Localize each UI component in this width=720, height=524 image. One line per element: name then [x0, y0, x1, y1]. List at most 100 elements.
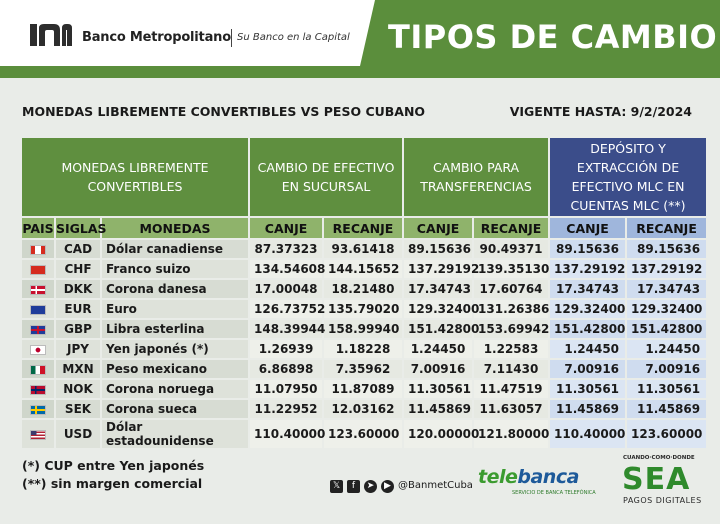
country-flag-cell	[20, 378, 56, 400]
sea-subtitle: PAGOS DIGITALES	[623, 496, 702, 505]
valid-until: VIGENTE HASTA: 9/2/2024	[509, 104, 692, 119]
transfer-buy-rate: 11.30561	[402, 378, 475, 400]
currency-code: USD	[54, 418, 102, 450]
mlc-buy-rate: 11.30561	[548, 378, 628, 400]
currency-name: Corona noruega	[99, 378, 251, 400]
mlc-buy-rate: 89.15636	[548, 238, 628, 260]
mlc-buy-rate: 110.40000	[548, 418, 628, 450]
page-title: TIPOS DE CAMBIO	[388, 18, 718, 56]
bank-logo-icon	[30, 22, 72, 48]
transfer-sell-rate: 7.11430	[472, 358, 551, 380]
mlc-sell-rate: 17.34743	[625, 278, 709, 300]
currency-name: Euro	[99, 298, 251, 320]
transfer-sell-rate: 90.49371	[472, 238, 551, 260]
transfer-sell-rate: 139.35130	[472, 258, 551, 280]
mlc-sell-rate: 7.00916	[625, 358, 709, 380]
transfer-buy-rate: 7.00916	[402, 358, 475, 380]
mlc-sell-rate: 11.45869	[625, 398, 709, 420]
col-header-mlc-sell: RECANJE	[625, 216, 709, 240]
country-flag-cell	[20, 418, 56, 450]
telebanca-part-a: tele	[478, 466, 518, 488]
transfer-sell-rate: 153.69942	[472, 318, 551, 340]
mlc-sell-rate: 1.24450	[625, 338, 709, 360]
table-row: JPY Yen japonés (*) 1.26939 1.18228 1.24450 1…	[20, 338, 709, 360]
usa-flag-icon	[30, 429, 46, 440]
group-header-mlc: DEPÓSITO Y EXTRACCIÓN DE EFECTIVO MLC EN…	[548, 136, 709, 218]
table-row: GBP Libra esterlina 148.39944 158.99940 151.…	[20, 318, 709, 340]
note-no-margin: (**) sin margen comercial	[22, 476, 203, 491]
social-handle[interactable]: @BanmetCuba	[398, 480, 473, 491]
telebanca-logo: telebanca	[478, 466, 579, 488]
mlc-buy-rate: 129.32400	[548, 298, 628, 320]
cash-buy-rate: 6.86898	[248, 358, 325, 380]
switzerland-flag-icon	[30, 264, 46, 275]
transfer-sell-rate: 11.63057	[472, 398, 551, 420]
col-header-cash-sell: RECANJE	[322, 216, 405, 240]
currency-code: GBP	[54, 318, 102, 340]
denmark-flag-icon	[30, 284, 46, 295]
country-flag-cell	[20, 298, 56, 320]
currency-code: JPY	[54, 338, 102, 360]
col-header-transfer-sell: RECANJE	[472, 216, 551, 240]
cash-sell-rate: 93.61418	[322, 238, 405, 260]
cash-sell-rate: 123.60000	[322, 418, 405, 450]
bank-name: Banco Metropolitano	[82, 30, 231, 45]
transfer-buy-rate: 137.29192	[402, 258, 479, 280]
table-row: NOK Corona noruega 11.07950 11.87089 11.3056…	[20, 378, 709, 400]
mlc-buy-rate: 1.24450	[548, 338, 628, 360]
exchange-rate-table: MONEDAS LIBREMENTE CONVERTIBLES CAMBIO D…	[19, 136, 709, 450]
currency-code: NOK	[54, 378, 102, 400]
cash-buy-rate: 1.26939	[248, 338, 325, 360]
group-header-cash-exchange: CAMBIO DE EFECTIVO EN SUCURSAL	[248, 136, 405, 218]
col-header-code: SIGLAS	[54, 216, 107, 240]
currency-name: Yen japonés (*)	[99, 338, 251, 360]
facebook-icon[interactable]: f	[347, 480, 360, 493]
transfer-sell-rate: 121.80000	[472, 418, 551, 450]
table-row: DKK Corona danesa 17.00048 18.21480 17.34743…	[20, 278, 709, 300]
telebanca-subtitle: SERVICIO DE BANCA TELEFÓNICA	[512, 490, 596, 496]
note-yen: (*) CUP entre Yen japonés	[22, 458, 205, 473]
mlc-buy-rate: 151.42800	[548, 318, 628, 340]
cash-buy-rate: 110.40000	[248, 418, 325, 450]
transfer-sell-rate: 17.60764	[472, 278, 551, 300]
country-flag-cell	[20, 398, 56, 420]
group-header-currencies: MONEDAS LIBREMENTE CONVERTIBLES	[19, 136, 251, 218]
transfer-buy-rate: 17.34743	[402, 278, 475, 300]
canada-flag-icon	[30, 244, 46, 255]
currency-name: Libra esterlina	[99, 318, 251, 340]
cash-sell-rate: 18.21480	[322, 278, 405, 300]
col-header-country: PAIS	[20, 216, 56, 240]
youtube-icon[interactable]: ▶	[381, 480, 394, 493]
cash-buy-rate: 87.37323	[248, 238, 325, 260]
country-flag-cell	[20, 238, 56, 260]
sea-top-text: CUANDO·COMO·DONDE	[623, 455, 695, 461]
mlc-sell-rate: 89.15636	[625, 238, 709, 260]
cash-sell-rate: 1.18228	[322, 338, 405, 360]
currency-code: CHF	[54, 258, 102, 280]
transfer-buy-rate: 1.24450	[402, 338, 475, 360]
transfer-buy-rate: 120.00000	[402, 418, 479, 450]
country-flag-cell	[20, 358, 56, 380]
table-subtitle: MONEDAS LIBREMENTE CONVERTIBLES VS PESO …	[22, 104, 426, 119]
bank-tagline: Su Banco en la Capital	[237, 32, 350, 43]
transfer-sell-rate: 1.22583	[472, 338, 551, 360]
country-flag-cell	[20, 318, 56, 340]
mlc-buy-rate: 17.34743	[548, 278, 628, 300]
japan-flag-icon	[30, 344, 46, 355]
cash-sell-rate: 158.99940	[322, 318, 405, 340]
telegram-icon[interactable]: ➤	[364, 480, 377, 493]
table-row: EUR Euro 126.73752 135.79020 129.32400 131.26…	[20, 298, 709, 320]
currency-code: EUR	[54, 298, 102, 320]
col-header-mlc-buy: CANJE	[548, 216, 628, 240]
telebanca-part-b: banca	[517, 466, 579, 488]
cash-sell-rate: 144.15652	[322, 258, 405, 280]
mlc-sell-rate: 123.60000	[625, 418, 709, 450]
logo-divider	[231, 29, 232, 47]
currency-name: Dólar estadounidense	[99, 418, 251, 450]
mlc-buy-rate: 7.00916	[548, 358, 628, 380]
norway-flag-icon	[30, 384, 46, 395]
cash-buy-rate: 126.73752	[248, 298, 325, 320]
cash-buy-rate: 11.22952	[248, 398, 325, 420]
table-row: SEK Corona sueca 11.22952 12.03162 11.45869 1…	[20, 398, 709, 420]
x-icon[interactable]: 𝕏	[330, 480, 343, 493]
